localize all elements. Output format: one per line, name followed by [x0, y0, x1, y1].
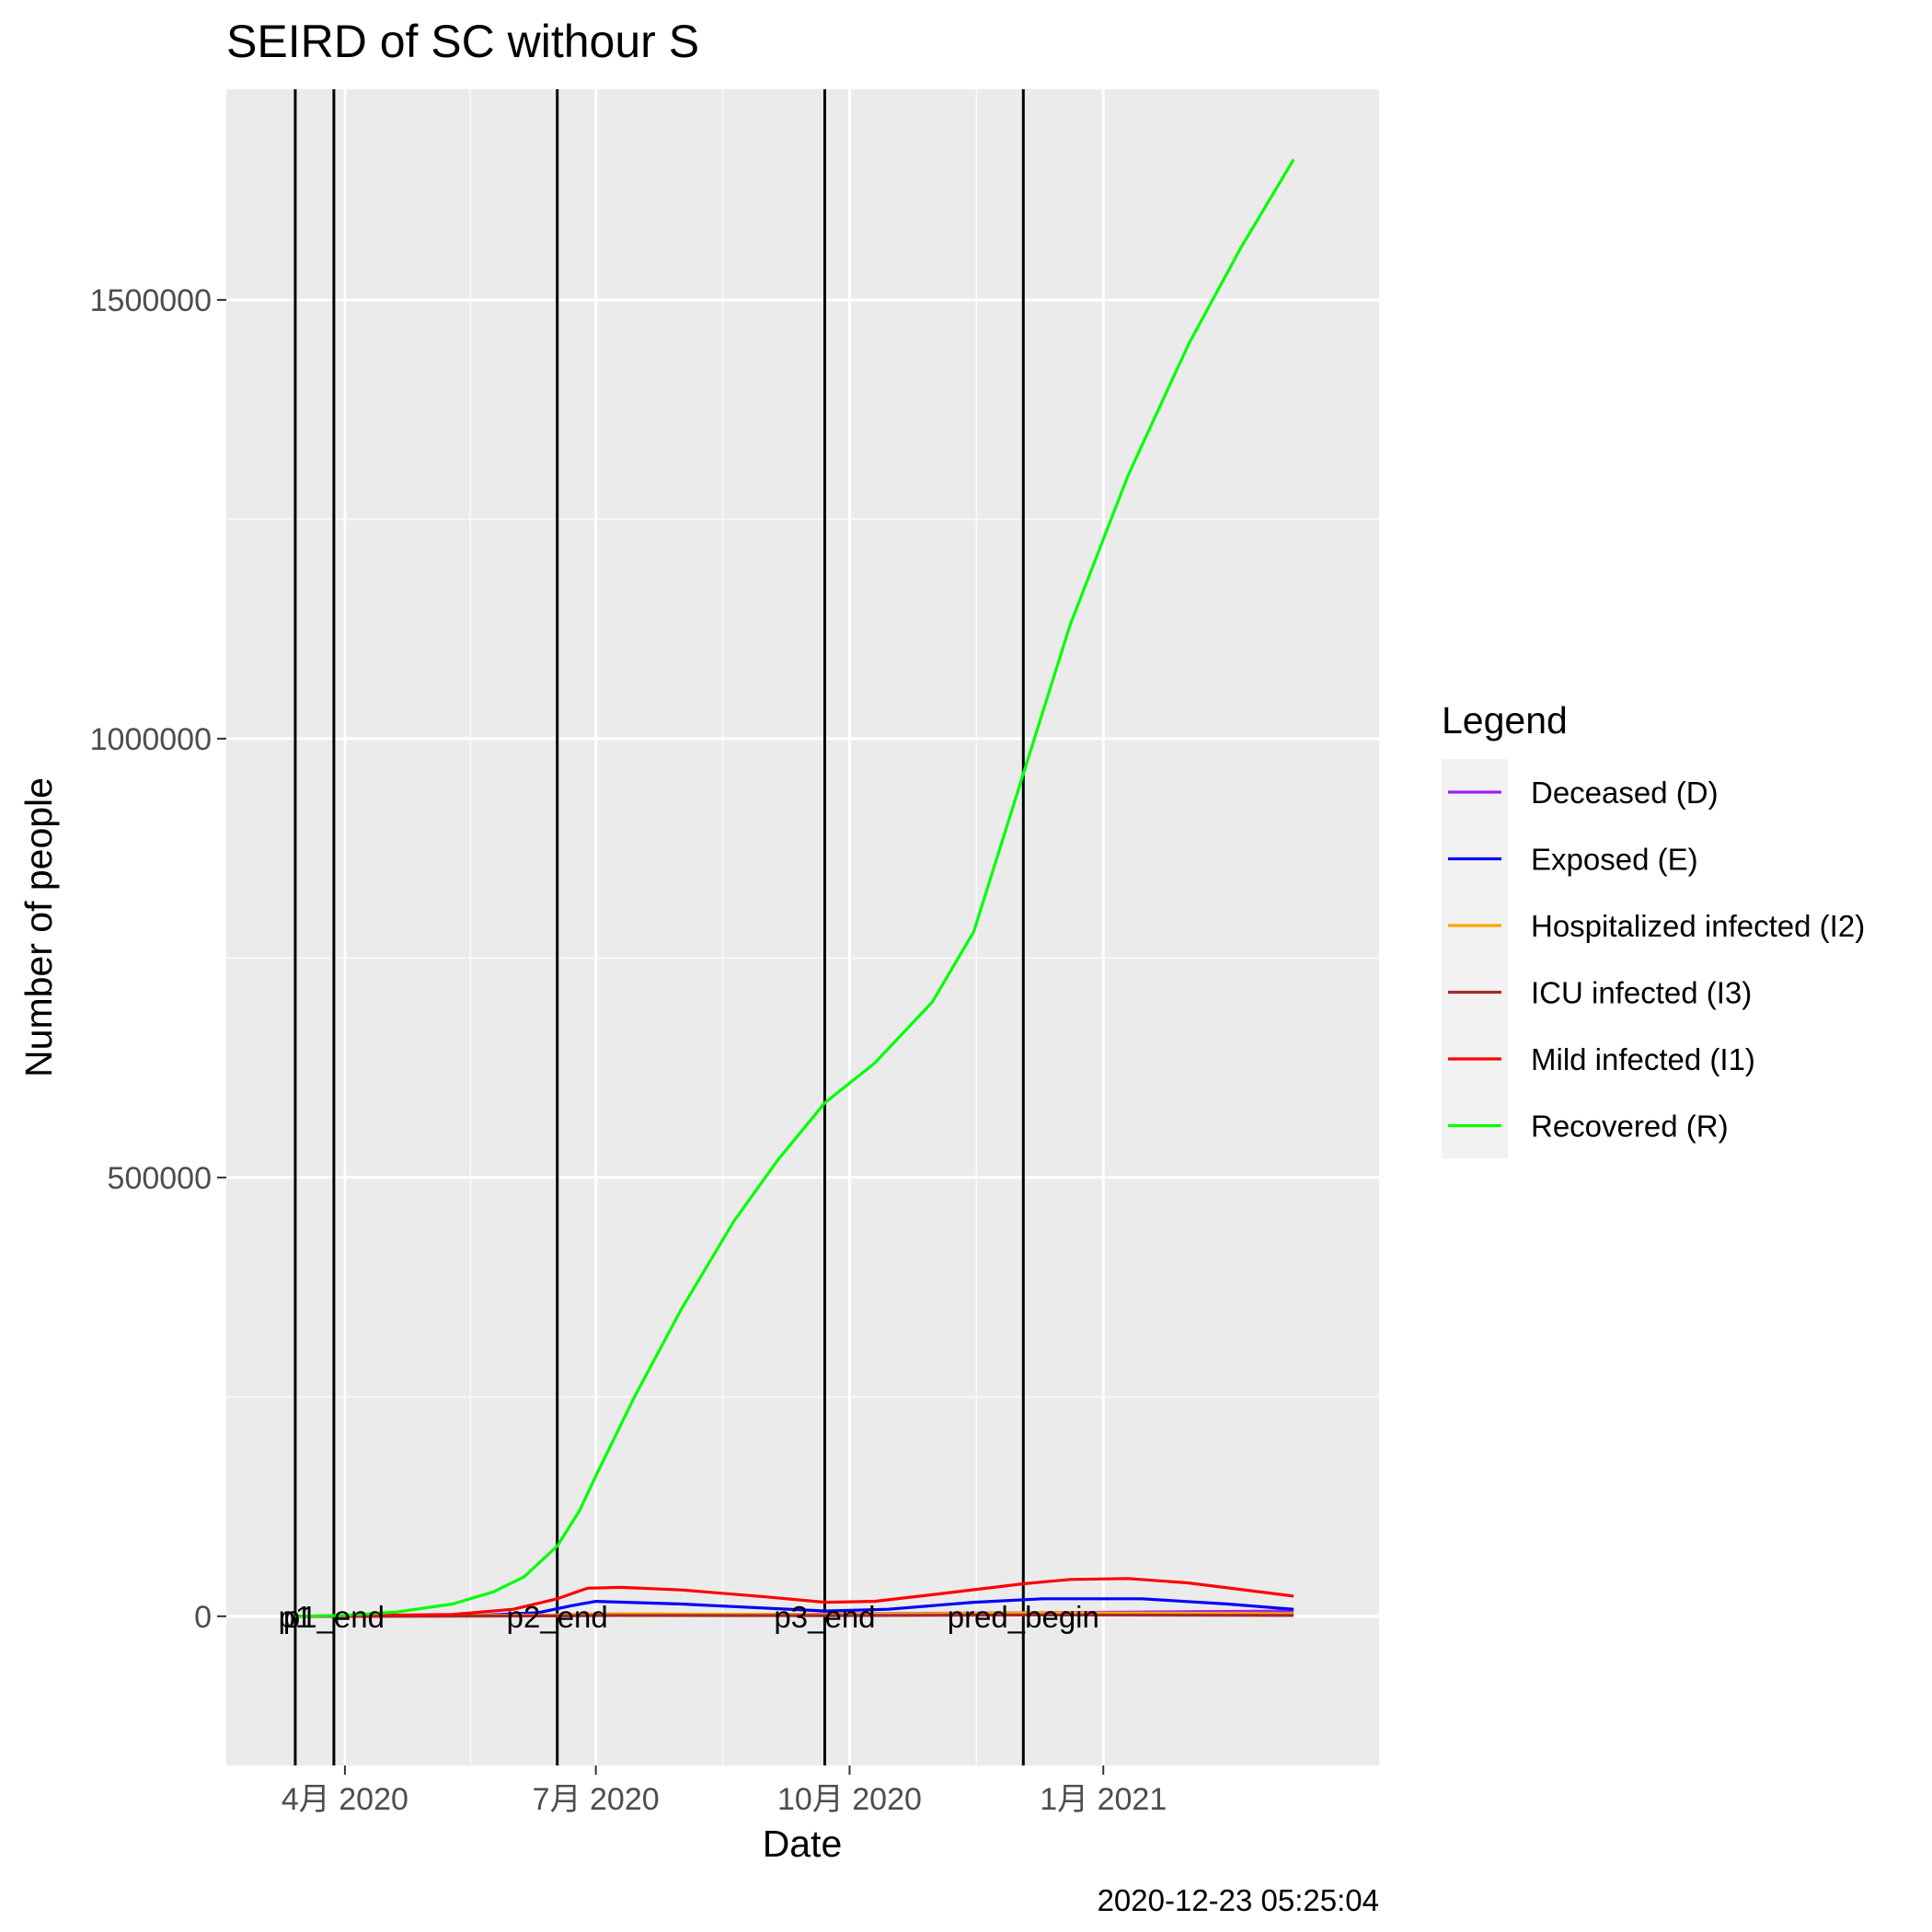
- x-tick-label: 10月 2020: [777, 1782, 922, 1817]
- y-tick-label: 1500000: [90, 283, 212, 318]
- series-line: [294, 1577, 1294, 1618]
- y-tick-label: 1000000: [90, 722, 212, 757]
- legend-items: Deceased (D) Exposed (E) Hospitalized infe…: [1448, 776, 1865, 1144]
- y-axis-title: Number of people: [17, 777, 60, 1077]
- x-tick-label: 4月 2020: [282, 1782, 408, 1817]
- series-line: [294, 1597, 1294, 1618]
- series-line: [294, 1613, 1294, 1618]
- reference-line-label: pred_begin: [948, 1600, 1099, 1634]
- legend-label: Exposed (E): [1531, 843, 1698, 877]
- x-tick-label: 1月 2021: [1040, 1782, 1167, 1817]
- legend-label: Hospitalized infected (I2): [1531, 909, 1865, 943]
- y-axis: 0 500000 1000000 1500000: [90, 283, 226, 1635]
- reference-line-label: p1_end: [283, 1600, 385, 1634]
- reference-lines: [293, 89, 1025, 1765]
- legend-label: Recovered (R): [1531, 1110, 1729, 1144]
- x-axis-title: Date: [763, 1823, 843, 1865]
- series-lines: [294, 158, 1295, 1618]
- reference-line-label: p1: [279, 1600, 313, 1634]
- caption-timestamp: 2020-12-23 05:25:04: [1098, 1883, 1379, 1917]
- legend-title: Legend: [1442, 699, 1568, 742]
- x-axis: 4月 2020 7月 2020 10月 2020 1月 2021: [282, 1765, 1167, 1817]
- reference-line-label: p3_end: [774, 1600, 875, 1634]
- chart-title: SEIRD of SC withour S: [226, 16, 699, 67]
- reference-line-label: p2_end: [507, 1600, 608, 1634]
- legend-label: Deceased (D): [1531, 776, 1719, 810]
- y-tick-label: 500000: [108, 1161, 212, 1196]
- legend: Legend Deceased (D) Exposed (E) Hospitaliz…: [1442, 699, 1865, 1158]
- y-tick-label: 0: [194, 1600, 212, 1635]
- grid-lines: [226, 89, 1379, 1765]
- legend-label: ICU infected (I3): [1531, 976, 1752, 1010]
- series-line: [294, 158, 1295, 1618]
- legend-key-background: [1442, 759, 1508, 1158]
- plot-panel: [226, 89, 1379, 1765]
- legend-label: Mild infected (I1): [1531, 1042, 1755, 1076]
- x-tick-label: 7月 2020: [533, 1782, 660, 1817]
